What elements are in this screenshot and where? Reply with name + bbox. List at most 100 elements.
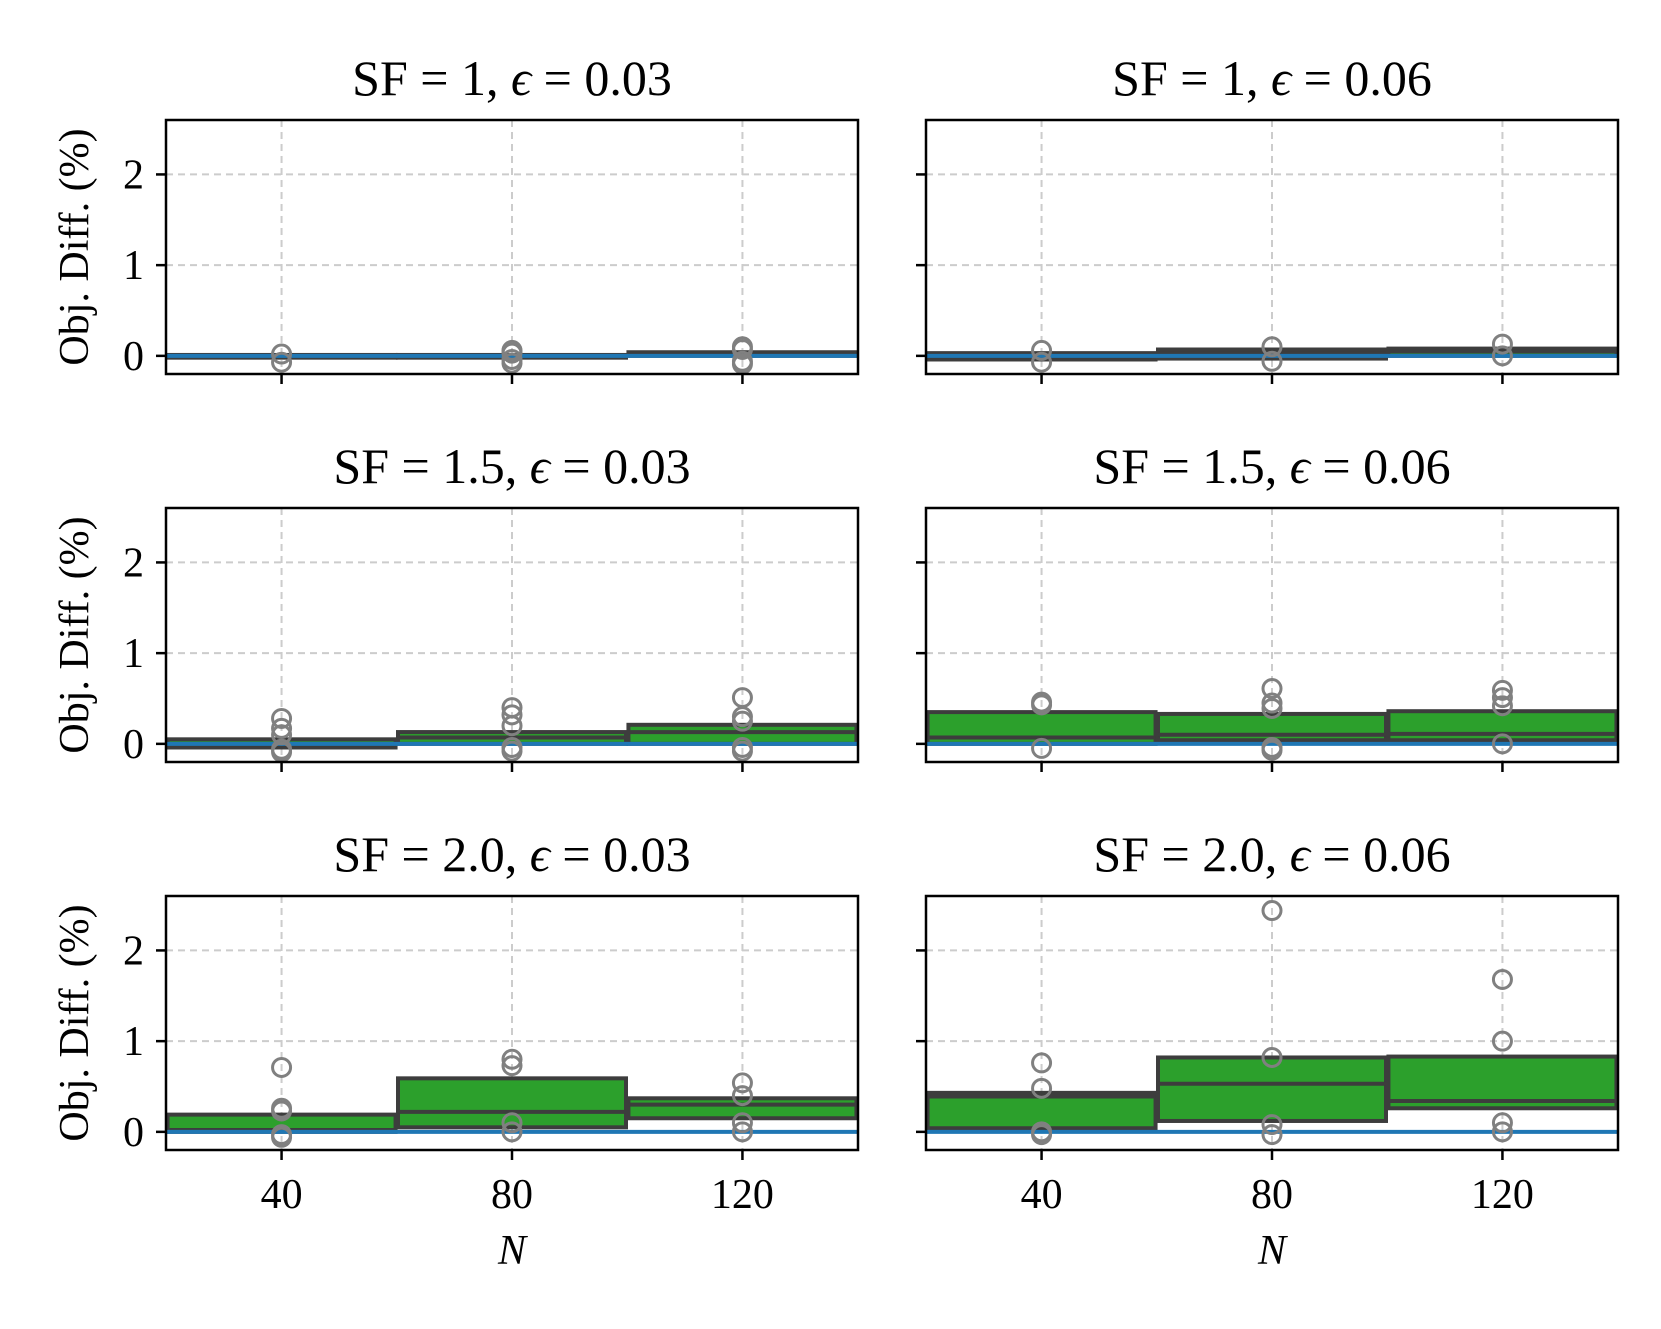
panel-6: SF = 2.0, ϵ = 0.06 40 80 120 N bbox=[916, 826, 1620, 1274]
y-axis-label: Obj. Diff. (%) bbox=[52, 516, 98, 753]
y-tick-label: 2 bbox=[123, 928, 144, 974]
outlier-point bbox=[1491, 687, 1513, 709]
panel-title-epsilon: ϵ bbox=[530, 438, 552, 494]
panel-title: SF = 2.0, ϵ = 0.06 bbox=[1093, 826, 1450, 882]
x-tick-label: 40 bbox=[1021, 1172, 1063, 1218]
outlier-point bbox=[271, 343, 293, 365]
outlier-point bbox=[1261, 900, 1283, 922]
panel-title-suffix: = 0.06 bbox=[1291, 50, 1432, 106]
x-axis-label: N bbox=[497, 1228, 528, 1274]
panel-title-suffix: = 0.06 bbox=[1310, 826, 1451, 882]
x-axis-label: N bbox=[1257, 1228, 1288, 1274]
panel-title-epsilon: ϵ bbox=[530, 826, 552, 882]
y-tick-label: 1 bbox=[123, 631, 144, 677]
outlier-point bbox=[1491, 695, 1513, 717]
panel-title-epsilon: ϵ bbox=[1290, 438, 1312, 494]
outlier-point bbox=[1261, 1046, 1283, 1068]
outlier-point bbox=[1261, 678, 1283, 700]
panel-title-prefix: SF = 1, bbox=[352, 50, 511, 106]
y-axis-label: Obj. Diff. (%) bbox=[52, 128, 98, 365]
outlier-point bbox=[1491, 968, 1513, 990]
outlier-point bbox=[271, 707, 293, 729]
outlier-point bbox=[731, 1112, 753, 1134]
outlier-point bbox=[1031, 1077, 1053, 1099]
panel-title-prefix: SF = 2.0, bbox=[333, 826, 529, 882]
box-80 bbox=[1156, 1055, 1388, 1123]
outlier-point bbox=[501, 1055, 523, 1077]
x-tick-label: 80 bbox=[1251, 1172, 1293, 1218]
y-tick-label: 0 bbox=[123, 1110, 144, 1156]
panel-title-suffix: = 0.03 bbox=[550, 438, 691, 494]
y-tick-label: 1 bbox=[123, 243, 144, 289]
x-tick-label: 80 bbox=[491, 1172, 533, 1218]
y-tick-label: 2 bbox=[123, 152, 144, 198]
y-tick-label: 0 bbox=[123, 334, 144, 380]
outlier-point bbox=[1261, 692, 1283, 714]
y-tick-label: 0 bbox=[123, 722, 144, 768]
outlier-point bbox=[1261, 336, 1283, 358]
outlier-point bbox=[501, 715, 523, 737]
outlier-point bbox=[1031, 351, 1053, 373]
outlier-point bbox=[1491, 345, 1513, 367]
panel-5: SF = 2.0, ϵ = 0.03 0 1 2 40 80 120 Obj. Diff. (… bbox=[52, 826, 860, 1274]
outlier-point bbox=[731, 740, 753, 762]
outlier-point bbox=[501, 740, 523, 762]
panel-title: SF = 2.0, ϵ = 0.03 bbox=[333, 826, 690, 882]
x-tick-label: 120 bbox=[711, 1172, 774, 1218]
panel-title-prefix: SF = 1.5, bbox=[333, 438, 529, 494]
y-tick-label: 2 bbox=[123, 540, 144, 586]
panel-title-epsilon: ϵ bbox=[1271, 50, 1293, 106]
outlier-point bbox=[1261, 697, 1283, 719]
outlier-point bbox=[1261, 1114, 1283, 1136]
panel-title: SF = 1.5, ϵ = 0.03 bbox=[333, 438, 690, 494]
outlier-point bbox=[1261, 1124, 1283, 1146]
outlier-point bbox=[731, 1072, 753, 1094]
outlier-point bbox=[501, 1121, 523, 1143]
outlier-point bbox=[501, 352, 523, 374]
outlier-point bbox=[1491, 733, 1513, 755]
outlier-point bbox=[501, 1048, 523, 1070]
outlier-point bbox=[271, 1100, 293, 1122]
outlier-point bbox=[1031, 339, 1053, 361]
panel-1: SF = 1, ϵ = 0.03 0 1 2 Obj. Diff. (%) bbox=[52, 50, 860, 384]
panel-title-epsilon: ϵ bbox=[1290, 826, 1312, 882]
outlier-point bbox=[1491, 679, 1513, 701]
y-axis-label: Obj. Diff. (%) bbox=[52, 904, 98, 1141]
outlier-point bbox=[731, 1085, 753, 1107]
panel-title: SF = 1, ϵ = 0.03 bbox=[352, 50, 672, 106]
panel-title: SF = 1, ϵ = 0.06 bbox=[1112, 50, 1432, 106]
x-tick-label: 40 bbox=[261, 1172, 303, 1218]
panel-4: SF = 1.5, ϵ = 0.06 bbox=[916, 438, 1620, 772]
outlier-point bbox=[501, 704, 523, 726]
outlier-point bbox=[1031, 1052, 1053, 1074]
panel-title-prefix: SF = 1, bbox=[1112, 50, 1271, 106]
outlier-point bbox=[271, 351, 293, 373]
outlier-point bbox=[731, 710, 753, 732]
panel-title-suffix: = 0.06 bbox=[1310, 438, 1451, 494]
outlier-point bbox=[1261, 350, 1283, 372]
outlier-point bbox=[501, 1112, 523, 1134]
outlier-point bbox=[271, 717, 293, 739]
outlier-point bbox=[1491, 1112, 1513, 1134]
panel-title-prefix: SF = 2.0, bbox=[1093, 826, 1289, 882]
panel-title-epsilon: ϵ bbox=[511, 50, 533, 106]
y-tick-label: 1 bbox=[123, 1019, 144, 1065]
x-tick-label: 120 bbox=[1471, 1172, 1534, 1218]
panel-title-prefix: SF = 1.5, bbox=[1093, 438, 1289, 494]
panel-title-suffix: = 0.03 bbox=[550, 826, 691, 882]
outlier-point bbox=[1031, 1124, 1053, 1146]
panel-title-suffix: = 0.03 bbox=[531, 50, 672, 106]
panel-2: SF = 1, ϵ = 0.06 bbox=[916, 50, 1620, 384]
outlier-point bbox=[1491, 333, 1513, 355]
outlier-point bbox=[271, 1126, 293, 1148]
outlier-point bbox=[501, 342, 523, 364]
panel-title: SF = 1.5, ϵ = 0.06 bbox=[1093, 438, 1450, 494]
outlier-point bbox=[731, 1121, 753, 1143]
outlier-point bbox=[1491, 1121, 1513, 1143]
outlier-point bbox=[731, 339, 753, 361]
outlier-point bbox=[1031, 737, 1053, 759]
outlier-point bbox=[1031, 694, 1053, 716]
panel-3: SF = 1.5, ϵ = 0.03 0 1 2 Obj. Diff. (%) bbox=[52, 438, 860, 772]
outlier-point bbox=[271, 1056, 293, 1078]
outlier-point bbox=[1491, 1030, 1513, 1052]
